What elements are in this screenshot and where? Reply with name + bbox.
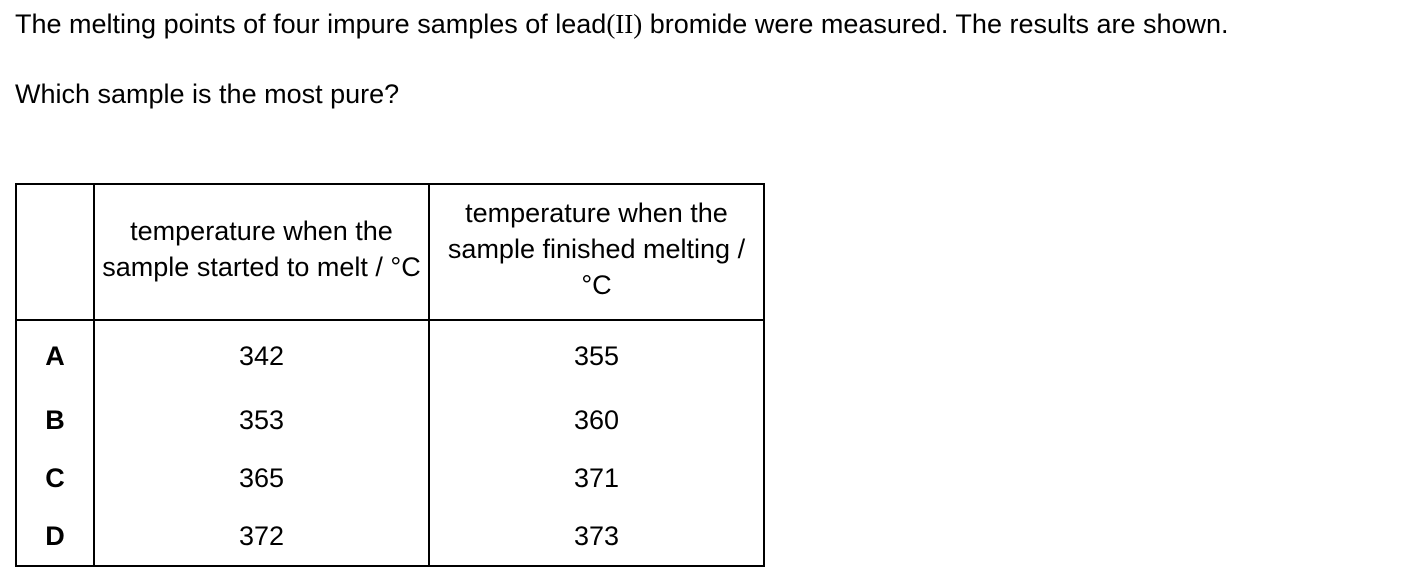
header-start-label: temperature when the sample started to m… bbox=[102, 216, 421, 282]
header-finish-temperature: temperature when the sample finished mel… bbox=[428, 183, 765, 321]
start-temperature-value: 342 bbox=[93, 320, 430, 391]
sample-letter: C bbox=[15, 449, 95, 507]
table-row: D 372 373 bbox=[15, 507, 765, 567]
sample-letter: A bbox=[15, 320, 95, 391]
question-intro-after: bromide were measured. The results are s… bbox=[642, 9, 1229, 39]
finish-temperature-value: 355 bbox=[428, 320, 765, 391]
oxidation-state: (II) bbox=[606, 9, 643, 39]
question-ask: Which sample is the most pure? bbox=[15, 79, 400, 109]
sample-letter: B bbox=[15, 391, 95, 449]
table-header-row: temperature when the sample started to m… bbox=[15, 183, 765, 321]
header-start-temperature: temperature when the sample started to m… bbox=[93, 183, 430, 321]
start-temperature-value: 365 bbox=[93, 449, 430, 507]
question-text: The melting points of four impure sample… bbox=[15, 6, 1345, 112]
finish-temperature-value: 360 bbox=[428, 391, 765, 449]
header-empty-cell bbox=[15, 183, 95, 321]
question-intro: The melting points of four impure sample… bbox=[15, 6, 1345, 42]
question-intro-before: The melting points of four impure sample… bbox=[15, 9, 607, 39]
melting-points-table: temperature when the sample started to m… bbox=[15, 183, 765, 567]
table-row: A 342 355 bbox=[15, 320, 765, 391]
start-temperature-value: 372 bbox=[93, 507, 430, 567]
finish-temperature-value: 371 bbox=[428, 449, 765, 507]
start-temperature-value: 353 bbox=[93, 391, 430, 449]
header-finish-label: temperature when the sample finished mel… bbox=[447, 198, 746, 300]
finish-temperature-value: 373 bbox=[428, 507, 765, 567]
table-row: C 365 371 bbox=[15, 449, 765, 507]
table-row: B 353 360 bbox=[15, 391, 765, 449]
sample-letter: D bbox=[15, 507, 95, 567]
